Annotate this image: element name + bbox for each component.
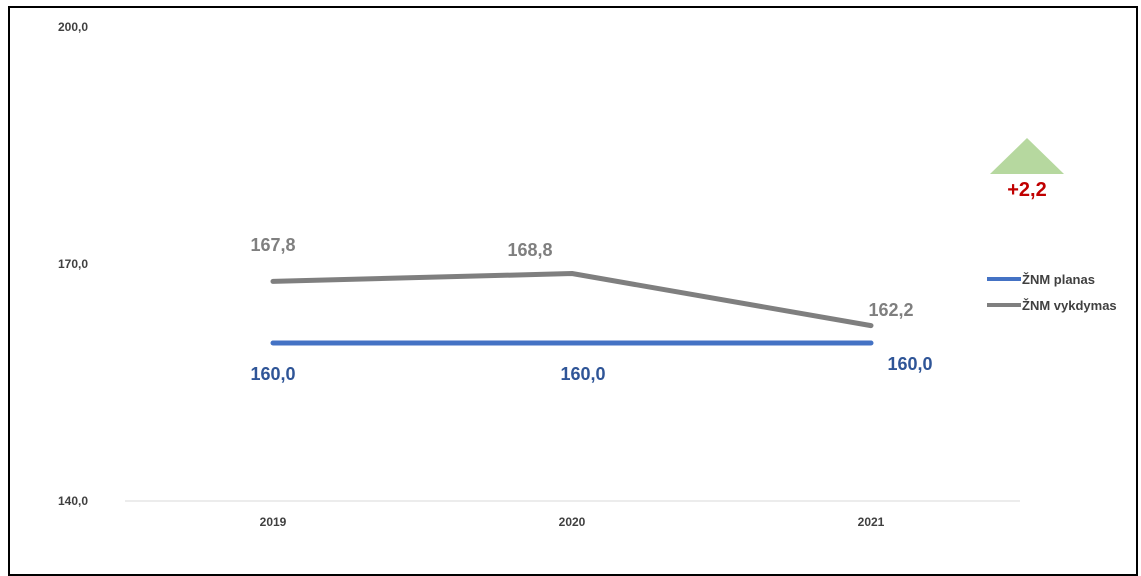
data-label-vykdymas: 162,2 [868, 300, 913, 320]
y-tick-label: 140,0 [58, 494, 88, 508]
chart-frame [8, 6, 1138, 576]
legend-label: ŽNM vykdymas [1022, 298, 1117, 313]
x-tick-label: 2020 [559, 515, 586, 529]
y-tick-label: 200,0 [58, 20, 88, 34]
x-tick-label: 2019 [260, 515, 287, 529]
x-tick-label: 2021 [858, 515, 885, 529]
change-annotation: +2,2 [1007, 179, 1046, 201]
data-label-planas: 160,0 [887, 354, 932, 374]
data-label-planas: 160,0 [560, 364, 605, 384]
legend-label: ŽNM planas [1022, 272, 1095, 287]
data-label-vykdymas: 168,8 [507, 240, 552, 260]
y-tick-label: 170,0 [58, 257, 88, 271]
series-line-2 [270, 271, 874, 329]
up-triangle-icon [990, 138, 1064, 174]
data-label-vykdymas: 167,8 [250, 235, 295, 255]
data-label-planas: 160,0 [250, 364, 295, 384]
